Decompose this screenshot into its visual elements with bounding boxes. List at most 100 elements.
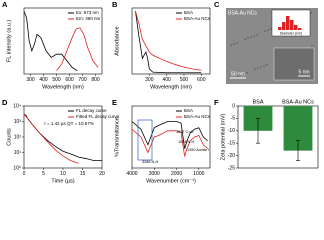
inset-x-label: Diameter (nm) — [280, 31, 302, 35]
y-tick-label: -10 — [228, 128, 235, 134]
x-tick-label: 4000 — [126, 171, 137, 177]
plot-frame — [131, 105, 211, 169]
x-tick-label: 500 — [52, 77, 61, 83]
panel-label: E — [112, 98, 117, 107]
particle — [246, 72, 248, 74]
particle — [233, 43, 235, 45]
x-tick-label: 3000 — [149, 171, 160, 177]
y-tick-label: 10⁴ — [13, 103, 21, 109]
panel-label: D — [2, 98, 8, 107]
particle — [266, 64, 268, 66]
series-line — [56, 27, 99, 71]
x-axis-label: Wavelength (nm) — [42, 84, 84, 90]
series-line — [135, 11, 202, 74]
figure: AFL intensity (a.u.)Wavelength (nm)300 40… — [2, 0, 319, 184]
y-tick-label: -5 — [231, 116, 236, 122]
legend-label: Em: 360 nm — [76, 16, 101, 21]
particle — [267, 29, 269, 31]
y-tick-label: 10² — [14, 134, 22, 140]
particle — [244, 38, 246, 40]
particle — [237, 75, 239, 77]
x-tick-label: 15 — [80, 171, 86, 177]
x-tick-label: 600 — [65, 77, 74, 83]
y-axis-label: FL intensity (a.u.) — [6, 20, 12, 62]
annotation: τ = 1.42 µs QY = 10.57% — [44, 121, 94, 126]
x-tick-label: 300 — [26, 77, 35, 83]
series-line — [131, 121, 209, 149]
y-tick-label: 10³ — [14, 119, 22, 125]
legend-label: BSA-Au NCs — [184, 114, 211, 119]
particle — [250, 36, 252, 38]
x-tick-label: 400 — [39, 77, 48, 83]
scale-label: 50 nm — [231, 71, 245, 77]
panel-label: F — [214, 98, 219, 107]
inset-bar — [278, 27, 282, 30]
y-tick-label: 10⁰ — [13, 165, 21, 171]
particle — [253, 35, 255, 37]
legend-label: BSA — [184, 10, 193, 15]
error-bar — [256, 118, 260, 144]
panel-label: C — [214, 0, 220, 9]
x-tick-label: 20 — [99, 171, 105, 177]
y-tick-label: 0 — [232, 103, 235, 109]
x-tick-label: 10 — [60, 171, 66, 177]
inset-bar — [294, 25, 298, 30]
peak-annotation: 1390 Amide I — [187, 148, 209, 152]
x-axis-label: Wavelength (nm) — [150, 84, 192, 90]
category-label: BSA — [252, 99, 263, 105]
y-axis-label: Zeta potential (mV) — [220, 113, 226, 160]
particle — [270, 28, 272, 30]
panel-label: B — [112, 0, 118, 9]
x-tick-label: 400 — [162, 77, 171, 83]
error-bar — [296, 140, 300, 161]
image-title: BSA-Au NCs — [228, 10, 257, 16]
series-line — [131, 128, 209, 157]
particle — [247, 37, 249, 39]
y-tick-label: -15 — [228, 141, 235, 147]
peak-annotation: 3286 N-H — [142, 160, 159, 164]
inset-bar — [290, 20, 294, 30]
scale-label: 5 nm — [298, 69, 309, 75]
particle — [256, 34, 258, 36]
series-line — [23, 113, 79, 164]
particle — [236, 42, 238, 44]
highlight-box — [137, 119, 153, 161]
particle — [264, 30, 266, 32]
particle — [229, 11, 231, 13]
inset-bar — [298, 28, 302, 30]
peak-annotation: 1534 N-H — [178, 140, 195, 144]
x-axis-label: Wavenumber (cm⁻¹) — [146, 178, 196, 184]
x-tick-label: 1000 — [193, 171, 204, 177]
particle — [230, 44, 232, 46]
y-axis-label: Absorbance — [114, 26, 120, 55]
particle — [260, 66, 262, 68]
x-tick-label: 2000 — [171, 171, 182, 177]
y-tick-label: -25 — [228, 165, 235, 171]
particle — [240, 74, 242, 76]
legend-label: Ex: 673 nm — [76, 10, 99, 15]
particle — [254, 68, 256, 70]
x-tick-label: 0 — [23, 171, 26, 177]
legend-label: BSA-Au NCs — [184, 16, 211, 21]
particle — [310, 12, 312, 14]
x-tick-label: 600 — [197, 77, 206, 83]
inset-bar — [286, 16, 290, 30]
inset-bar — [282, 22, 286, 30]
y-axis-label: %Transmittance — [114, 117, 120, 157]
x-tick-label: 700 — [78, 77, 87, 83]
particle — [263, 65, 265, 67]
y-tick-label: -20 — [228, 153, 235, 159]
panel-label: A — [2, 0, 8, 9]
y-tick-label: 10¹ — [14, 150, 22, 156]
series-line — [23, 11, 78, 72]
particle — [257, 67, 259, 69]
y-axis-label: Counts — [6, 128, 12, 146]
peak-annotation: 1637 C=O — [176, 130, 193, 134]
x-tick-label: 500 — [180, 77, 189, 83]
legend-label: FL decay curve — [76, 108, 107, 113]
hrtem — [273, 47, 315, 81]
plot-frame — [237, 105, 319, 169]
legend-label: BSA — [184, 108, 193, 113]
x-tick-label: 5 — [42, 171, 45, 177]
x-tick-label: 300 — [145, 77, 154, 83]
